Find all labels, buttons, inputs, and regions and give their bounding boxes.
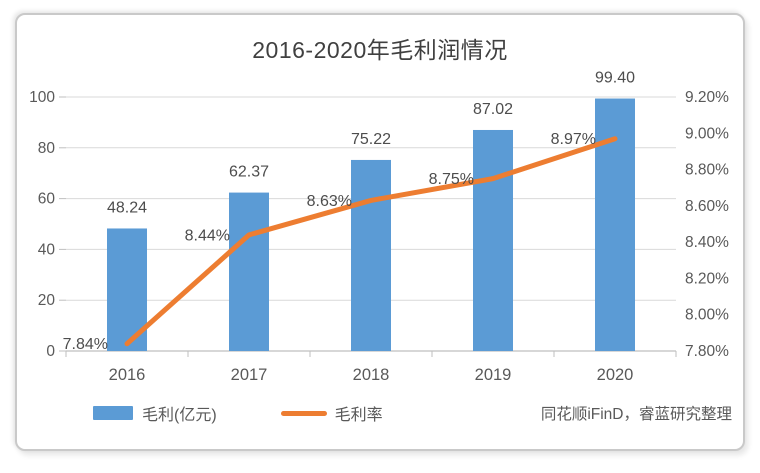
line-series-swatch-icon	[280, 410, 327, 416]
y-axis-right-label: 8.40%	[685, 234, 729, 251]
y-axis-right-label: 8.00%	[685, 307, 729, 324]
y-axis-right-label: 8.60%	[685, 198, 729, 215]
bar-2018	[351, 159, 391, 351]
x-axis-label: 2017	[231, 366, 268, 384]
y-axis-left-label: 100	[29, 89, 55, 106]
line-point-label: 8.44%	[185, 227, 230, 244]
bar-value-label: 62.37	[229, 164, 269, 181]
x-axis-label: 2020	[597, 366, 634, 384]
legend-label-gross-profit: 毛利(亿元)	[142, 407, 217, 424]
bar-value-label: 99.40	[595, 70, 635, 87]
legend-label-gross-margin: 毛利率	[334, 407, 383, 424]
legend-item-gross-profit: 毛利(亿元)	[93, 401, 217, 425]
y-axis-left-label: 0	[46, 343, 55, 360]
x-axis-label: 2019	[475, 366, 512, 384]
y-axis-left-label: 20	[38, 292, 56, 309]
chart-title: 2016-2020年毛利润情况	[252, 37, 508, 63]
line-point-label: 7.84%	[63, 336, 108, 353]
line-series-path	[124, 136, 618, 347]
x-axis-label: 2016	[109, 366, 146, 384]
legend: 毛利(亿元) 毛利率 同花顺iFinD，睿蓝研究整理	[93, 400, 740, 426]
bar-value-label: 87.02	[473, 101, 513, 118]
legend-item-gross-margin: 毛利率	[280, 401, 383, 425]
bar-2017	[229, 192, 269, 351]
line-point-label: 8.97%	[551, 131, 596, 148]
source-note: 同花顺iFinD，睿蓝研究整理	[540, 406, 732, 423]
line-point-label: 8.63%	[307, 193, 352, 210]
y-axis-right-label: 7.80%	[685, 343, 729, 360]
bar-series-swatch-icon	[93, 406, 133, 420]
x-axis-label: 2018	[353, 366, 390, 384]
y-axis-left-label: 60	[38, 191, 56, 208]
line-point-label: 8.75%	[429, 171, 474, 188]
y-axis-right-label: 9.20%	[685, 89, 729, 106]
y-axis-left-label: 80	[38, 140, 56, 157]
y-axis-right-label: 9.00%	[685, 125, 729, 142]
y-axis-right-label: 8.80%	[685, 162, 729, 179]
bar-2019	[473, 129, 513, 351]
bar-value-label: 75.22	[351, 131, 391, 148]
bar-value-label: 48.24	[107, 199, 147, 216]
y-axis-right-label: 8.20%	[685, 270, 729, 287]
y-axis-left-label: 40	[38, 241, 56, 258]
